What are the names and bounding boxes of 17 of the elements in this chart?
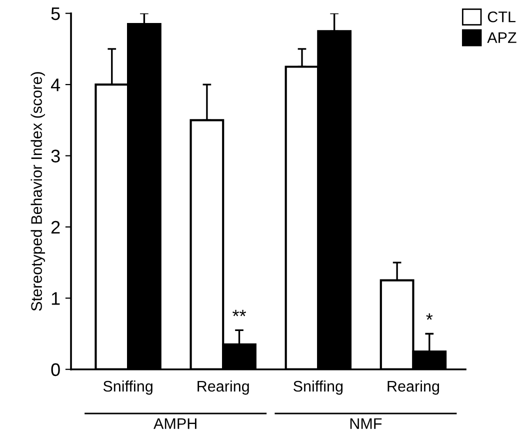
y-tick-label: 4 bbox=[50, 78, 60, 92]
text: AMPH bbox=[154, 418, 196, 429]
y-tick-label: 2 bbox=[51, 220, 60, 234]
legend-label: APZ bbox=[487, 32, 516, 43]
y-tick-label: 1 bbox=[52, 292, 60, 305]
y-tick-label: 3 bbox=[51, 150, 60, 162]
text: NMF bbox=[350, 418, 382, 429]
y-tick-label: 0 bbox=[51, 363, 60, 376]
annotation: * bbox=[426, 313, 433, 320]
y-tick-label: 5 bbox=[51, 7, 60, 20]
annotation: ** bbox=[232, 310, 246, 316]
x-tick-label: Rearing bbox=[388, 380, 439, 395]
x-tick-label: Sniffing bbox=[103, 380, 152, 395]
x-tick-label: Rearing bbox=[198, 380, 249, 395]
y-axis-title: Stereotyped Behavior Index (score) bbox=[30, 72, 45, 311]
x-tick-label: Sniffing bbox=[294, 380, 343, 395]
legend-label: CTL bbox=[488, 11, 516, 22]
